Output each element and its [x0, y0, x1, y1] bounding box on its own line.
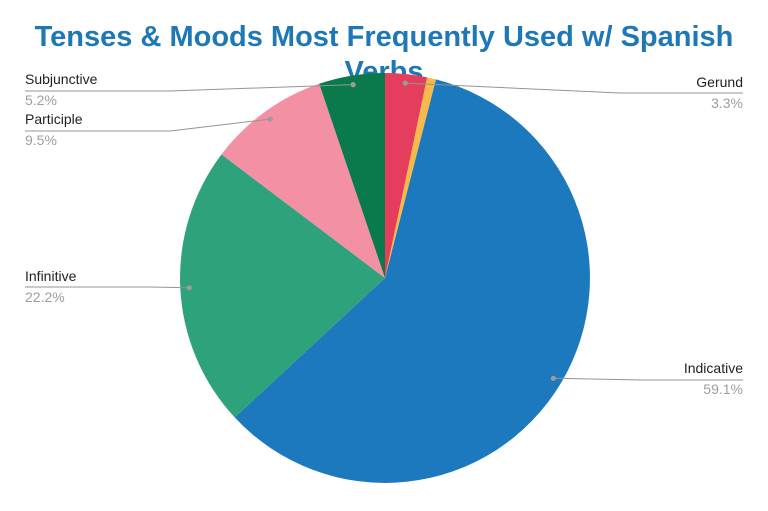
pie-slice-subjunctive[interactable]	[319, 72, 385, 278]
callout-line-gerund	[405, 82, 743, 94]
callout-dot-indicative	[550, 375, 557, 381]
callout-line-indicative	[553, 377, 743, 381]
pie-slice-unlabeled[interactable]	[385, 77, 436, 279]
pie-slice-indicative[interactable]	[234, 79, 590, 483]
callout-indicative: Indicative 59.1%	[684, 360, 743, 398]
callout-dot-infinitive	[186, 285, 192, 291]
pie-slice-participle[interactable]	[221, 83, 386, 278]
slice-percent-participle: 9.5%	[25, 132, 57, 148]
slice-label-gerund: Gerund	[696, 74, 743, 90]
slice-label-infinitive: Infinitive	[25, 268, 77, 284]
slice-percent-indicative: 59.1%	[703, 381, 743, 397]
callout-infinitive: Infinitive 22.2%	[25, 268, 76, 306]
slice-label-indicative: Indicative	[683, 360, 743, 376]
pie-slice-gerund[interactable]	[385, 73, 428, 278]
slice-percent-gerund: 3.3%	[711, 95, 743, 111]
chart-title: Tenses & Moods Most Frequently Used w/ S…	[34, 21, 734, 88]
callout-dot-participle	[267, 116, 273, 122]
slice-percent-subjunctive: 5.2%	[25, 92, 57, 108]
callout-dot-gerund	[402, 80, 408, 86]
pie-slice-infinitive[interactable]	[180, 154, 385, 418]
callout-line-subjunctive	[25, 84, 354, 92]
slice-label-participle: Participle	[25, 111, 83, 127]
slice-label-subjunctive: Subjunctive	[25, 71, 98, 87]
callout-dot-subjunctive	[350, 82, 356, 88]
slice-percent-infinitive: 22.2%	[25, 289, 65, 305]
callout-gerund: Gerund 3.3%	[696, 74, 743, 112]
callout-line-infinitive	[25, 286, 190, 289]
callout-participle: Participle 9.5%	[25, 111, 83, 149]
callout-subjunctive: Subjunctive 5.2%	[25, 71, 97, 109]
callout-line-participle	[25, 118, 271, 132]
